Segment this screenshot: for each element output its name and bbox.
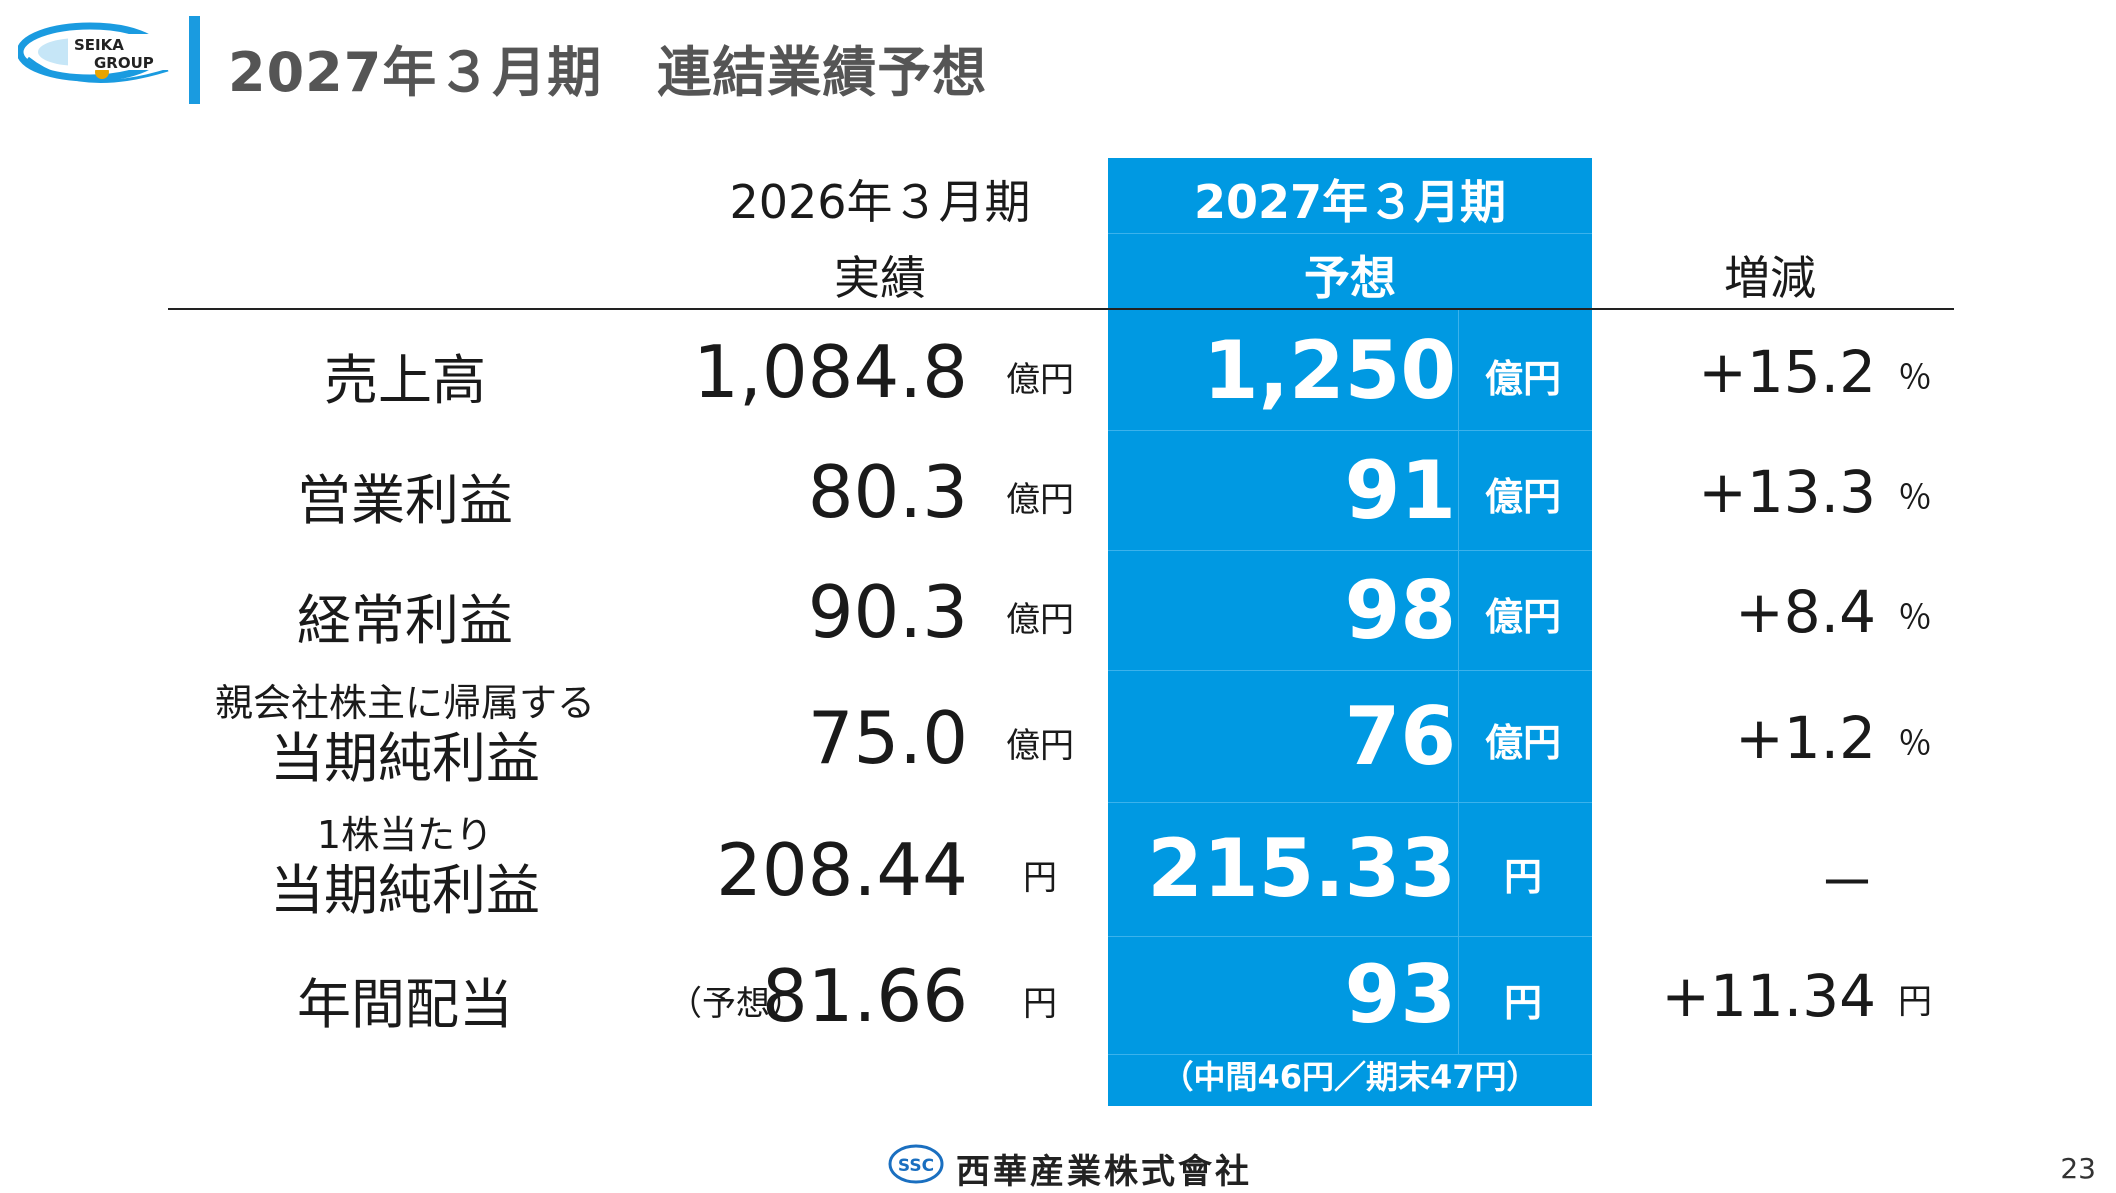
forecast-eps: 215.33 <box>1147 822 1456 915</box>
row-label-annual-dividend: 年間配当 <box>297 973 513 1036</box>
actual-unit: 億円 <box>1006 600 1074 640</box>
header-accent-bar <box>189 16 200 104</box>
forecast-unit: 円 <box>1503 981 1542 1025</box>
actual-header: 実績 <box>834 251 926 305</box>
change-net-sales: +15.2 <box>1698 338 1876 406</box>
forecast-row-divider <box>1108 936 1592 937</box>
footer-company-name: 西華産業株式會社 <box>956 1152 1252 1192</box>
actual-annual-dividend: 81.66 <box>761 954 968 1038</box>
change-operating-profit: +13.3 <box>1698 458 1876 526</box>
forecast-unit: 億円 <box>1484 357 1561 401</box>
actual-unit: 億円 <box>1006 726 1074 766</box>
row-label-net-sales: 売上高 <box>324 349 486 412</box>
row-label-eps: 1株当たり 当期純利益 <box>160 812 650 924</box>
change-annual-dividend: +11.34 <box>1661 962 1876 1030</box>
change-unit: ％ <box>1898 478 1932 518</box>
forecast-operating-profit: 91 <box>1344 444 1456 537</box>
actual-operating-profit: 80.3 <box>807 450 968 534</box>
change-eps: － <box>1817 849 1876 917</box>
forecast-unit-divider <box>1458 310 1459 1054</box>
forecast-header: 予想 <box>1304 251 1396 305</box>
actual-net-income: 75.0 <box>807 696 968 780</box>
svg-text:GROUP: GROUP <box>94 54 154 72</box>
change-net-income: +1.2 <box>1735 704 1876 772</box>
forecast-annual-dividend: 93 <box>1344 948 1456 1041</box>
actual-eps: 208.44 <box>716 828 968 912</box>
row-label-ordinary-profit: 経常利益 <box>297 589 513 652</box>
actual-net-sales: 1,084.8 <box>693 330 968 414</box>
seika-group-logo: SEIKA GROUP <box>18 22 172 83</box>
header-rule <box>168 308 1954 310</box>
forecast-row-divider <box>1108 550 1592 551</box>
actual-unit: 億円 <box>1006 360 1074 400</box>
page-title: 2027年３月期 連結業績予想 <box>228 41 988 104</box>
forecast-ordinary-profit: 98 <box>1344 564 1456 657</box>
forecast-period-header: 2027年３月期 <box>1193 175 1507 229</box>
row-label-net-income-qualifier: 親会社株主に帰属する <box>214 681 595 725</box>
forecast-unit: 億円 <box>1484 595 1561 639</box>
change-ordinary-profit: +8.4 <box>1735 578 1876 646</box>
actual-unit: 円 <box>1023 984 1057 1024</box>
row-label-net-income-main: 当期純利益 <box>270 727 540 790</box>
forecast-row-divider <box>1108 430 1592 431</box>
actual-unit: 億円 <box>1006 480 1074 520</box>
actual-ordinary-profit: 90.3 <box>807 570 968 654</box>
forecast-unit: 円 <box>1503 855 1542 899</box>
row-label-operating-profit: 営業利益 <box>297 469 513 532</box>
change-unit: 円 <box>1898 982 1932 1022</box>
row-label-eps-qualifier: 1株当たり <box>316 813 494 857</box>
forecast-row-divider <box>1108 802 1592 803</box>
ssc-logo: SSC <box>888 1144 944 1184</box>
forecast-column-highlight <box>1108 158 1592 1106</box>
row-label-net-income: 親会社株主に帰属する 当期純利益 <box>160 680 650 792</box>
svg-text:SSC: SSC <box>898 1156 934 1176</box>
forecast-row-divider <box>1108 1054 1592 1055</box>
page-number: 23 <box>2060 1152 2096 1185</box>
forecast-header-divider <box>1108 233 1592 234</box>
forecast-row-divider <box>1108 670 1592 671</box>
dividend-breakdown-note: （中間46円／期末47円） <box>1161 1058 1539 1096</box>
forecast-unit: 億円 <box>1484 475 1561 519</box>
forecast-net-income: 76 <box>1344 690 1456 783</box>
row-label-eps-main: 当期純利益 <box>270 859 540 922</box>
change-unit: ％ <box>1898 724 1932 764</box>
forecast-net-sales: 1,250 <box>1202 324 1456 417</box>
svg-text:SEIKA: SEIKA <box>74 36 124 54</box>
actual-period-header: 2026年３月期 <box>729 175 1031 229</box>
change-unit: ％ <box>1898 358 1932 398</box>
forecast-unit: 億円 <box>1484 721 1561 765</box>
change-unit: ％ <box>1898 598 1932 638</box>
dividend-forecast-prefix: （予想） <box>668 984 804 1024</box>
actual-unit: 円 <box>1023 858 1057 898</box>
change-header: 増減 <box>1724 251 1816 305</box>
